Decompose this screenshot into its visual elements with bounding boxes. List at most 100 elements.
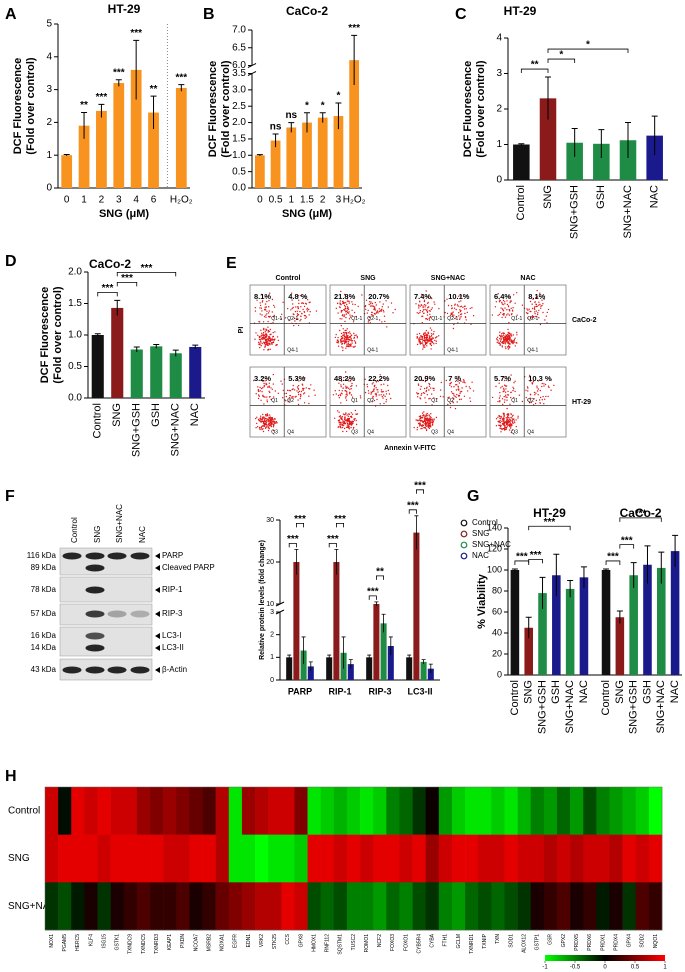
error-bar — [407, 654, 412, 660]
column-label: RNF112 — [325, 934, 331, 952]
significance-label: *** — [407, 500, 419, 511]
error-bar — [172, 349, 179, 357]
lane-label: SNG+NAC — [115, 504, 124, 543]
comparison-bracket — [296, 523, 304, 528]
heatmap-cell — [346, 834, 361, 883]
dot-cloud — [413, 290, 475, 350]
band-arrow — [155, 633, 160, 639]
panel-letter: C — [455, 6, 467, 23]
comparison-bracket — [288, 543, 297, 548]
x-tick-label: Control — [509, 680, 521, 715]
heatmap-cell — [386, 834, 400, 883]
y-tick-label: 0.5 — [232, 166, 246, 177]
size-label: 57 kDa — [31, 609, 57, 618]
y-tick-label: 100 — [487, 564, 502, 574]
heatmap-cell — [150, 882, 164, 931]
column-label: HERC5 — [75, 934, 81, 951]
heatmap-cell — [320, 787, 335, 835]
heatmap-cell — [425, 882, 440, 931]
heatmap-cell — [123, 834, 138, 883]
bar — [286, 127, 297, 188]
bar — [91, 335, 104, 398]
quadrant-label: Q3 — [351, 429, 358, 435]
bar — [615, 617, 625, 675]
row-label: CaCo-2 — [572, 317, 597, 324]
band-arrow — [155, 587, 160, 593]
heatmap-cell — [609, 834, 623, 883]
quadrant-label: Q2 — [527, 398, 534, 404]
error-bar — [256, 154, 263, 156]
x-tick-label: 6 — [151, 195, 157, 206]
error-bar — [133, 39, 140, 100]
heatmap-cell — [583, 787, 597, 835]
comparison-bracket — [619, 544, 635, 549]
heatmap-cell — [451, 787, 466, 835]
heatmap-cell — [176, 834, 190, 883]
significance-label: *** — [414, 480, 426, 491]
heatmap-cell — [478, 882, 492, 931]
x-tick-label: 3 — [116, 195, 122, 206]
significance-label: *** — [294, 514, 306, 525]
significance-label: *** — [516, 552, 528, 563]
bar — [293, 562, 300, 680]
significance-label: *** — [121, 273, 133, 284]
row-label: SNG+NAC — [8, 901, 57, 912]
bar — [96, 110, 107, 188]
comparison-bracket — [97, 291, 118, 297]
error-bar — [571, 128, 578, 157]
legend-label: Control — [472, 518, 498, 527]
bar — [593, 143, 610, 180]
row-label: HT-29 — [572, 399, 591, 406]
y-tick-label: 20 — [266, 559, 274, 566]
column-label: GSTK1 — [115, 934, 121, 951]
percentage-label: 7.4% — [414, 292, 431, 301]
heatmap-cell — [255, 834, 269, 883]
column-label: ALOX12 — [521, 934, 527, 953]
bar — [670, 551, 680, 675]
heatmap-cell — [202, 834, 216, 883]
heatmap-cell — [622, 787, 637, 835]
significance-label: *** — [102, 283, 114, 294]
colorbar — [545, 955, 665, 961]
x-tick-label: SNG+GSH — [131, 403, 143, 457]
significance-label: *** — [287, 534, 299, 545]
dot-cloud — [491, 374, 555, 434]
percentage-label: 5.3% — [288, 374, 305, 383]
heatmap-cell — [307, 882, 321, 931]
heatmap-cell — [609, 787, 623, 835]
y-tick-label: 20 — [492, 648, 502, 658]
x-tick-label: GSH — [641, 680, 653, 704]
blot-band — [130, 610, 150, 618]
heatmap-cell — [71, 834, 85, 883]
heatmap-cell — [241, 882, 256, 931]
heatmap-cell — [333, 787, 348, 835]
column-label: TXNRD3 — [154, 934, 160, 954]
blot-strip — [59, 626, 153, 657]
significance-label: *** — [348, 23, 360, 34]
x-tick-label: 0 — [257, 195, 263, 206]
x-tick-label: SNG — [614, 680, 626, 704]
heatmap-cell — [570, 787, 584, 835]
x-tick-label: 3 — [336, 195, 342, 206]
bar — [566, 142, 583, 180]
lane-label: NAC — [138, 526, 147, 543]
bar — [113, 83, 125, 188]
comparison-bracket — [336, 523, 344, 528]
bar — [333, 116, 344, 188]
error-bar — [511, 568, 518, 572]
error-bar — [94, 333, 101, 337]
bar — [148, 112, 159, 188]
heatmap-cell — [412, 787, 427, 835]
size-label: 16 kDa — [31, 631, 57, 640]
error-bar — [308, 661, 313, 671]
error-bar — [294, 549, 299, 575]
quadrant-label: Q2-1 — [447, 316, 458, 322]
colorbar-label: 0 — [603, 965, 607, 971]
error-bar — [114, 299, 121, 316]
x-tick-label: NAC — [578, 680, 590, 703]
bar — [539, 98, 557, 180]
bar — [406, 657, 413, 680]
error-bar — [367, 654, 372, 660]
error-bar — [598, 129, 605, 158]
quadrant-label: Q4 — [367, 429, 374, 435]
